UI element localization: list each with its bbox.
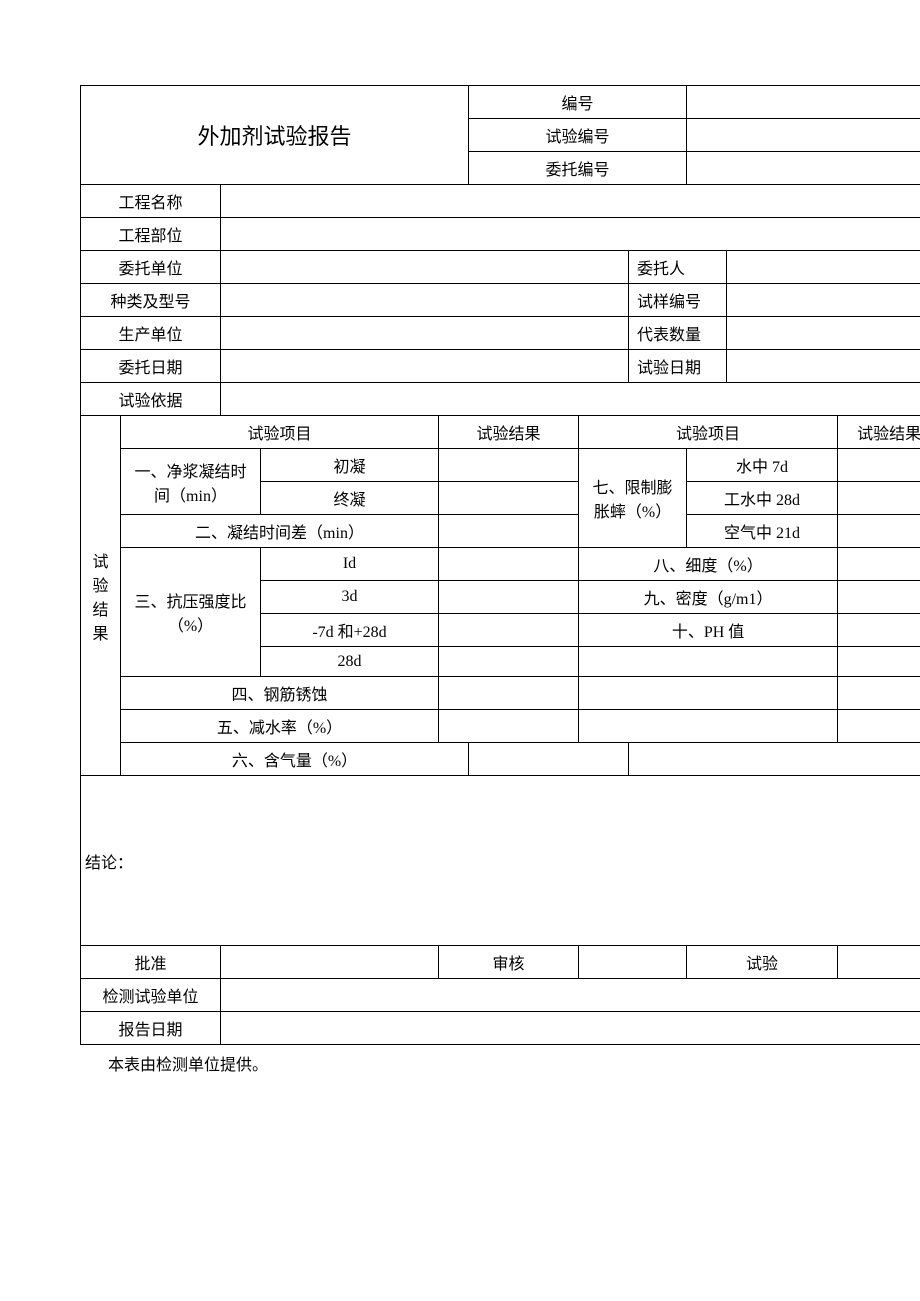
comp-d3-val [439,581,579,614]
setting-diff-val [439,515,579,548]
fineness-val [838,548,920,581]
report-date-label: 报告日期 [81,1012,221,1045]
air-content-label: 六、含气量（%） [121,743,469,776]
results-side-label: 试验结果 [81,416,121,776]
entrust-date-label: 委托日期 [81,350,221,383]
blank-r4 [629,743,920,776]
footnote: 本表由检测单位提供。 [80,1051,840,1075]
header-value-2 [687,152,920,185]
conclusion-label: 结论： [85,855,133,872]
col-test-result-left: 试验结果 [439,416,579,449]
density-label: 九、密度（g/m1） [579,581,838,614]
header-value-1 [687,119,920,152]
review-label: 审核 [439,946,579,979]
client-unit-label: 委托单位 [81,251,221,284]
blank-r2 [579,677,838,710]
project-part-label: 工程部位 [81,218,221,251]
comp-d1: Id [261,548,439,581]
header-value-0 [687,86,920,119]
report-title: 外加剂试验报告 [81,86,469,185]
header-label-0: 编号 [469,86,687,119]
comp-d7-28-val [439,614,579,647]
exp-air21d-val [838,515,920,548]
report-table: 外加剂试验报告 编号 试验编号 委托编号 工程名称 工程部位 委托单位 委托人 … [80,85,920,1045]
test-date-label: 试验日期 [629,350,727,383]
exp-water7d-val [838,449,920,482]
fineness-label: 八、细度（%） [579,548,838,581]
project-name-label: 工程名称 [81,185,221,218]
expansion-label: 七、限制膨胀蟀（%） [579,449,687,548]
blank-r1 [579,647,838,677]
blank-r3 [579,710,838,743]
water-reduce-label: 五、减水率（%） [121,710,439,743]
density-val [838,581,920,614]
setting-initial-val [439,449,579,482]
setting-final-val [439,482,579,515]
approve-val [221,946,439,979]
test-basis-label: 试验依据 [81,383,221,416]
exp-water7d: 水中 7d [687,449,838,482]
producer-value [221,317,629,350]
ph-val [838,614,920,647]
test-date-value [727,350,920,383]
air-content-val [469,743,629,776]
setting-diff-label: 二、凝结时间差（min） [121,515,439,548]
exp-water28d-val [838,482,920,515]
client-person-value [727,251,920,284]
client-unit-value [221,251,629,284]
rebar-label: 四、钢筋锈蚀 [121,677,439,710]
project-name-value [221,185,920,218]
header-label-1: 试验编号 [469,119,687,152]
test-unit-val [221,979,920,1012]
water-reduce-val [439,710,579,743]
test-unit-label: 检测试验单位 [81,979,221,1012]
sample-number-label: 试样编号 [629,284,727,317]
rep-qty-label: 代表数量 [629,317,727,350]
rebar-val [439,677,579,710]
review-val [579,946,687,979]
setting-initial: 初凝 [261,449,439,482]
comp-d1-val [439,548,579,581]
blank-r2v [838,677,920,710]
conclusion-cell: 结论： [81,776,920,946]
col-test-item-right: 试验项目 [579,416,838,449]
exp-air21d: 空气中 21d [687,515,838,548]
compressive-label: 三、抗压强度比（%） [121,548,261,677]
exp-water28d: 工水中 28d [687,482,838,515]
producer-label: 生产单位 [81,317,221,350]
ph-label: 十、PH 值 [579,614,838,647]
test-label: 试验 [687,946,838,979]
type-model-value [221,284,629,317]
test-basis-value [221,383,920,416]
rep-qty-value [727,317,920,350]
comp-d7-28: -7d 和+28d [261,614,439,647]
client-person-label: 委托人 [629,251,727,284]
header-label-2: 委托编号 [469,152,687,185]
entrust-date-value [221,350,629,383]
sample-number-value [727,284,920,317]
project-part-value [221,218,920,251]
approve-label: 批准 [81,946,221,979]
blank-r1v [838,647,920,677]
col-test-item-left: 试验项目 [121,416,439,449]
type-model-label: 种类及型号 [81,284,221,317]
col-test-result-right: 试验结果 [838,416,920,449]
comp-d3: 3d [261,581,439,614]
comp-d28-val [439,647,579,677]
blank-r3v [838,710,920,743]
setting-time-label: 一、净浆凝结时间（min） [121,449,261,515]
report-date-val [221,1012,920,1045]
comp-d28: 28d [261,647,439,677]
test-val [838,946,920,979]
setting-final: 终凝 [261,482,439,515]
